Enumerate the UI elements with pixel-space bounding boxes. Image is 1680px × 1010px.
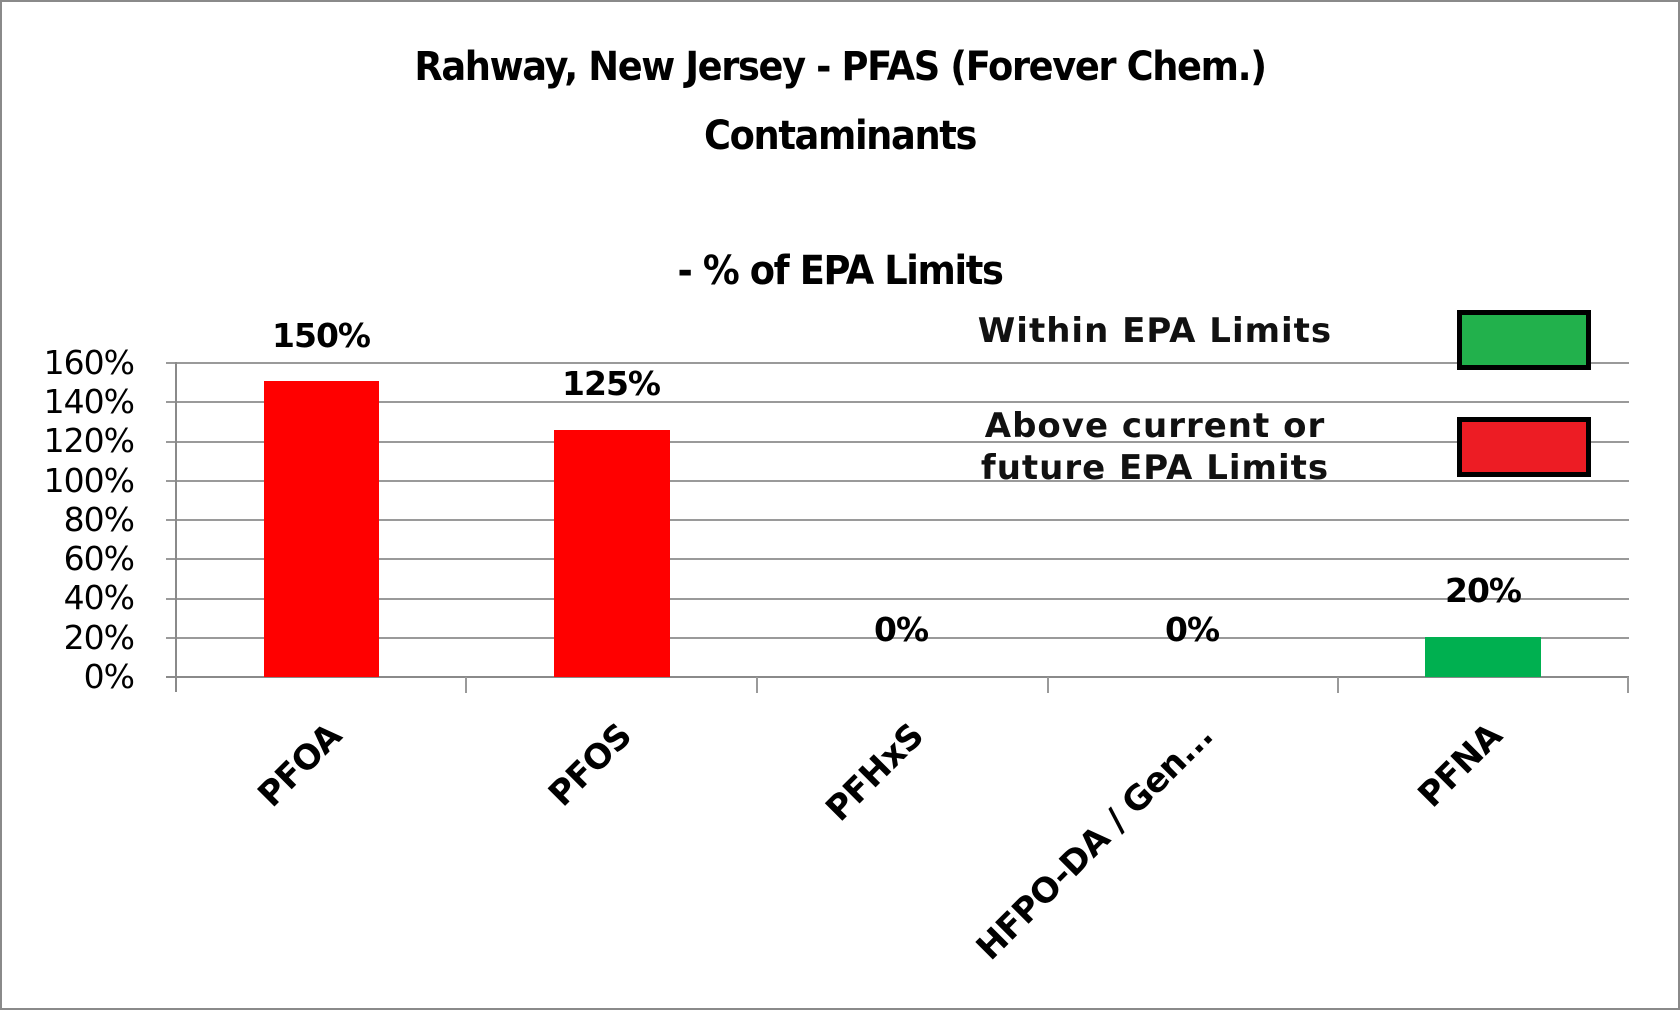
y-tick-label: 120% [43,421,135,460]
chart-subtitle: - % of EPA Limits [677,248,1004,294]
y-tick-label: 140% [43,382,135,421]
y-tick-label: 160% [43,343,135,382]
legend-label-within: Within EPA Limits [977,311,1333,351]
bar-pfos [554,430,670,677]
gridline [166,362,1629,364]
y-tick-label: 60% [63,539,135,578]
data-label-hfpo-da: 0% [1164,610,1220,649]
legend-label-above-line1: Above current or [984,406,1326,446]
bar-pfoa [264,381,379,677]
y-tick-label: 40% [63,578,135,617]
gridline [166,480,1629,482]
legend-label-above-line2: future EPA Limits [980,448,1330,488]
gridline [166,598,1629,600]
gridline [166,519,1629,521]
legend-swatch-within [1457,310,1591,370]
y-tick-label: 0% [83,657,135,696]
gridline [166,401,1629,403]
y-tick-label: 80% [63,500,135,539]
data-label-pfos: 125% [562,364,661,403]
legend-swatch-above [1457,417,1591,477]
x-axis-line [166,676,1629,678]
data-label-pfna: 20% [1445,571,1522,610]
x-tick-mark [465,677,467,693]
x-tick-mark [1627,677,1629,693]
chart-title-line1: Rahway, New Jersey - PFAS (Forever Chem.… [414,44,1267,90]
data-label-pfhxs: 0% [873,610,929,649]
y-axis-line [175,362,177,692]
gridline [166,637,1629,639]
y-tick-label: 100% [43,461,135,500]
bar-pfna [1425,637,1541,677]
x-tick-mark [1337,677,1339,693]
x-tick-mark [1047,677,1049,693]
gridline [166,441,1629,443]
data-label-pfoa: 150% [272,316,371,355]
chart-title-line2: Contaminants [703,113,977,159]
y-tick-label: 20% [63,618,135,657]
x-tick-mark [756,677,758,693]
gridline [166,558,1629,560]
